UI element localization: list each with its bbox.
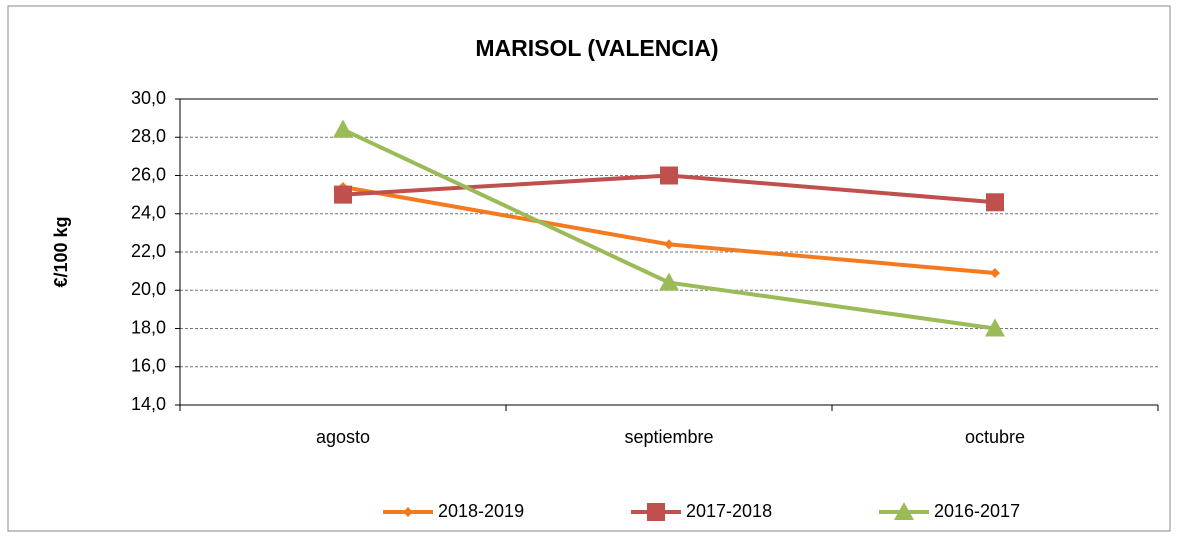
marker: [894, 502, 914, 520]
marker: [647, 503, 665, 521]
y-tick-label: 18,0: [131, 317, 166, 337]
x-tick-label: agosto: [316, 427, 370, 447]
marker: [659, 272, 679, 291]
marker: [660, 166, 678, 185]
y-tick-label: 26,0: [131, 164, 166, 184]
marker: [403, 507, 413, 517]
y-tick-label: 24,0: [131, 203, 166, 223]
marker: [990, 268, 1000, 279]
x-tick-label: octubre: [965, 427, 1025, 447]
y-tick-label: 14,0: [131, 394, 166, 414]
legend-label: 2016-2017: [934, 501, 1020, 521]
y-axis-label: €/100 kg: [51, 216, 71, 287]
y-tick-label: 16,0: [131, 356, 166, 376]
chart-frame: [7, 5, 1171, 532]
marker: [664, 239, 674, 250]
legend-label: 2018-2019: [438, 501, 524, 521]
y-tick-label: 28,0: [131, 126, 166, 146]
y-tick-label: 22,0: [131, 241, 166, 261]
marker: [986, 193, 1004, 212]
chart-title: MARISOL (VALENCIA): [475, 35, 718, 61]
x-tick-label: septiembre: [624, 427, 713, 447]
legend-label: 2017-2018: [686, 501, 772, 521]
y-tick-label: 30,0: [131, 88, 166, 108]
y-tick-label: 20,0: [131, 279, 166, 299]
marker: [333, 119, 353, 138]
marker: [334, 185, 352, 204]
marker: [985, 318, 1005, 337]
